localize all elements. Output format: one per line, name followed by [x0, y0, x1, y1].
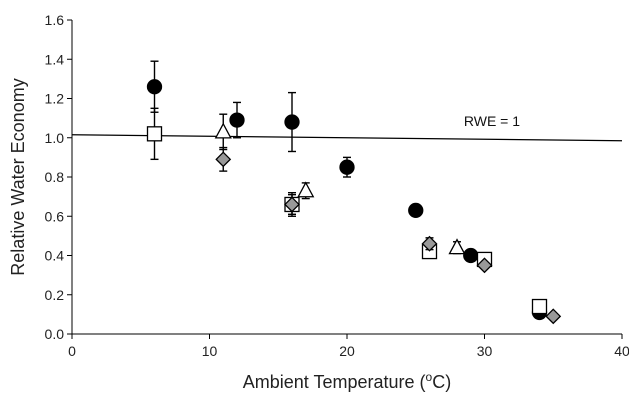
data-point-circle: [463, 247, 479, 264]
y-tick-label: 0.2: [45, 287, 65, 303]
data-point-circle: [146, 79, 163, 95]
y-tick-label: 0.6: [45, 208, 65, 224]
y-axis-title: Relative Water Economy: [8, 78, 28, 275]
data-point-triangle: [448, 238, 466, 255]
data-point-diamond: [421, 235, 438, 252]
x-tick-label: 30: [477, 343, 493, 359]
data-point-diamond: [215, 151, 232, 168]
data-point-diamond: [284, 196, 300, 213]
axes: 0.0 0.2 0.4 0.6 0.8 1.0 1.2 1.4 1.6 0 10 20 30 40: [45, 12, 629, 359]
reference-line-group: [71, 134, 623, 142]
y-tick-label: 0.4: [45, 248, 65, 264]
data-point-triangle: [297, 181, 315, 198]
data-point-diamond: [545, 308, 562, 325]
y-tick-label: 0.0: [45, 326, 65, 342]
data-point-triangle: [214, 122, 232, 139]
data-point-diamond: [476, 257, 493, 274]
data-points: [146, 60, 562, 325]
reference-line-label: RWE = 1: [464, 113, 520, 129]
x-axis-title: Ambient Temperature (oC): [243, 370, 451, 392]
y-tick-label: 1.4: [45, 51, 65, 67]
data-point-circle: [339, 159, 355, 175]
data-point-square: [531, 298, 548, 315]
x-axis-title-main: Ambient Temperature (: [243, 372, 426, 392]
y-tick-label: 1.0: [45, 130, 65, 146]
y-tick-label: 1.6: [45, 12, 65, 28]
x-axis-title-superscript: o: [426, 370, 433, 384]
x-axis-title-end: C): [432, 372, 451, 392]
x-tick-label: 40: [614, 343, 629, 359]
reference-line: [71, 134, 623, 142]
data-point-circle: [284, 114, 300, 130]
x-tick-label: 10: [202, 343, 218, 359]
x-tick-label: 20: [339, 343, 355, 359]
y-tick-label: 0.8: [45, 169, 65, 185]
y-tick-label: 1.2: [45, 91, 65, 107]
data-point-circle: [408, 202, 424, 219]
x-tick-label: 0: [68, 343, 76, 359]
data-point-square: [146, 126, 163, 142]
data-point-circle: [229, 112, 245, 128]
